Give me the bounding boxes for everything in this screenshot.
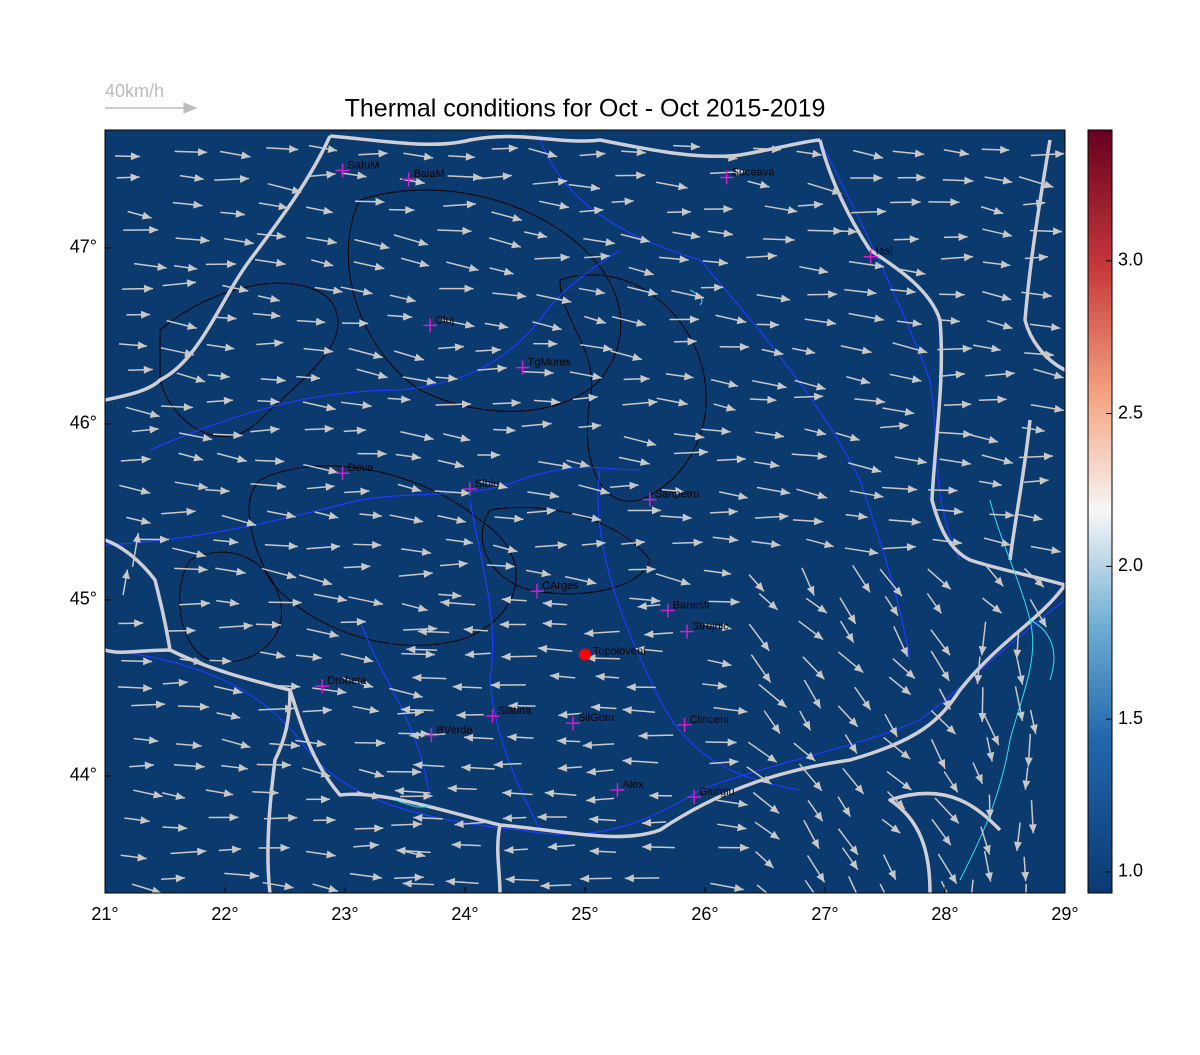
colorbar-tick-label: 2.5 — [1118, 402, 1143, 422]
station-label: Deva — [348, 462, 375, 474]
station-label: Slatina — [498, 705, 533, 717]
colorbar-tick-label: 3.0 — [1118, 250, 1143, 270]
y-tick-label: 45° — [70, 589, 97, 609]
colorbar-tick-label: 1.0 — [1118, 861, 1143, 881]
x-tick-label: 24° — [451, 904, 478, 924]
station-label: Drobeta — [327, 675, 367, 687]
station-label: Suceava — [732, 166, 776, 178]
wind-arrow-head — [856, 898, 863, 908]
x-tick-label: 26° — [691, 904, 718, 924]
x-tick-label: 23° — [331, 904, 358, 924]
station-label: TgMures — [528, 357, 572, 369]
wind-arrow-head — [885, 899, 893, 909]
station-label: SilGum — [578, 712, 614, 724]
station-label: Sanpetru — [655, 489, 700, 501]
x-tick-label: 21° — [91, 904, 118, 924]
colorbar-tick-label: 2.0 — [1118, 555, 1143, 575]
wind-legend-label: 40km/h — [105, 81, 164, 101]
wind-arrow-head — [772, 896, 781, 905]
colorbar-tick-label: 1.5 — [1118, 708, 1143, 728]
highlight-label: Topoloveni — [593, 645, 646, 657]
station-label: Cluj — [435, 314, 454, 326]
y-tick-label: 47° — [70, 237, 97, 257]
colorbar — [1088, 130, 1112, 893]
station-label: Clinceni — [690, 714, 729, 726]
wind-arrow-head — [966, 905, 974, 914]
station-label: Alex — [622, 779, 644, 791]
station-label: CArges — [542, 580, 579, 592]
x-tick-label: 25° — [571, 904, 598, 924]
station-label: Iasi — [876, 246, 893, 258]
station-label: BVerde — [436, 724, 472, 736]
station-label: SatuM — [348, 159, 380, 171]
wind-arrow-head — [1022, 898, 1030, 907]
y-tick-label: 44° — [70, 765, 97, 785]
station-label: Giurgiu — [699, 786, 734, 798]
x-tick-label: 29° — [1051, 904, 1078, 924]
station-label: Strejnic — [692, 621, 729, 633]
wind-arrow-shaft — [1026, 884, 1027, 907]
station-label: Banesti — [673, 599, 710, 611]
x-tick-label: 22° — [211, 904, 238, 924]
highlight-station — [579, 649, 591, 661]
wind-legend-arrow — [105, 103, 196, 113]
x-tick-label: 28° — [931, 904, 958, 924]
station-label: Sibiu — [475, 478, 499, 490]
x-tick-label: 27° — [811, 904, 838, 924]
title: Thermal conditions for Oct - Oct 2015-20… — [345, 95, 826, 123]
station-label: BaiaM — [414, 168, 445, 180]
y-tick-label: 46° — [70, 413, 97, 433]
